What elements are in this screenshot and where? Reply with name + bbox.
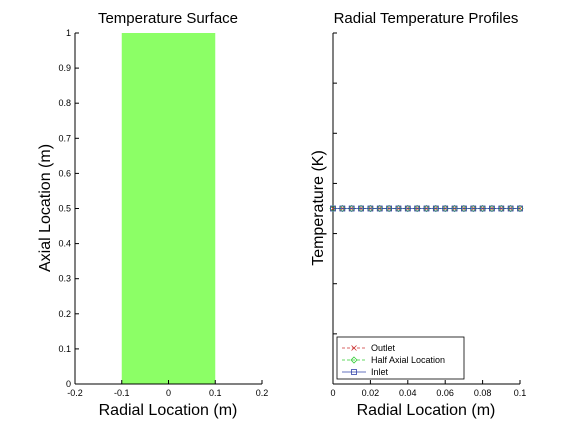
left-y-tick-label: 0.8 <box>58 98 71 108</box>
right-series-group <box>329 204 524 213</box>
data-point <box>366 204 374 213</box>
data-point <box>414 205 421 212</box>
right-x-axis-label: Radial Location (m) <box>357 402 496 419</box>
left-chart-title: Temperature Surface <box>98 10 238 27</box>
data-point <box>460 205 467 212</box>
data-point <box>507 204 515 213</box>
data-point <box>404 204 412 213</box>
temperature-surface-fill <box>121 33 216 384</box>
left-y-tick-label: 1 <box>66 28 71 38</box>
right-x-tick-label: 0.06 <box>436 388 454 398</box>
left-y-axis-label: Axial Location (m) <box>37 144 54 272</box>
legend-label: Inlet <box>371 367 389 377</box>
left-x-tick-label: -0.1 <box>114 388 130 398</box>
data-point <box>450 204 459 213</box>
data-point <box>358 205 364 212</box>
data-point <box>489 205 495 212</box>
left-x-tick-label: -0.2 <box>67 388 83 398</box>
data-point <box>516 204 524 213</box>
data-point <box>395 205 402 212</box>
data-point <box>348 204 356 213</box>
legend-label: Half Axial Location <box>371 355 445 365</box>
data-point <box>479 205 486 212</box>
left-y-tick-label: 0.4 <box>58 239 71 249</box>
data-point <box>376 204 384 213</box>
right-x-ticks: 0 0.02 0.04 0.06 0.08 0.1 <box>330 380 526 398</box>
right-x-tick-label: 0.02 <box>362 388 380 398</box>
left-x-tick-label: 0.2 <box>256 388 269 398</box>
temperature-surface-panel: Temperature Surface -0.2 -0.1 0 0.1 0.2 0 0.1… <box>37 10 268 419</box>
data-point <box>442 205 449 212</box>
left-x-tick-label: 0.1 <box>209 388 222 398</box>
data-point <box>498 205 505 212</box>
data-point <box>451 205 458 212</box>
data-point <box>460 204 468 213</box>
legend: Outlet Half Axial Location Inlet <box>336 336 465 380</box>
data-point <box>367 205 374 212</box>
data-point <box>497 204 505 213</box>
data-point <box>338 204 346 213</box>
left-y-ticks: 0 0.1 0.2 0.3 0.4 0.5 0.6 0.7 0.8 0.9 1 <box>58 28 79 389</box>
data-point <box>479 204 487 213</box>
legend-marker-b <box>351 345 357 351</box>
data-point <box>329 204 337 213</box>
legend-label: Outlet <box>371 343 396 353</box>
data-point <box>330 205 336 212</box>
data-point <box>432 204 440 213</box>
left-y-tick-label: 0.7 <box>58 133 71 143</box>
data-point <box>488 204 496 213</box>
radial-profiles-panel: Radial Temperature Profiles 0 0.02 0.04 0.0… <box>310 10 526 419</box>
left-y-tick-label: 0.1 <box>58 344 71 354</box>
right-chart-title: Radial Temperature Profiles <box>334 10 519 27</box>
legend-marker <box>350 356 358 364</box>
right-x-tick-label: 0 <box>330 388 335 398</box>
left-y-tick-label: 0.9 <box>58 63 71 73</box>
left-y-tick-label: 0 <box>66 379 71 389</box>
right-x-tick-label: 0.08 <box>474 388 492 398</box>
right-x-tick-label: 0.04 <box>399 388 417 398</box>
right-x-tick-label: 0.1 <box>514 388 527 398</box>
left-y-tick-label: 0.5 <box>58 204 71 214</box>
data-point <box>470 205 477 212</box>
data-point <box>339 205 346 212</box>
left-y-tick-label: 0.6 <box>58 168 71 178</box>
data-point <box>413 204 421 213</box>
data-point <box>404 205 411 212</box>
data-point <box>441 204 449 213</box>
data-point <box>386 205 393 212</box>
left-x-axis-label: Radial Location (m) <box>99 402 238 419</box>
data-point <box>348 205 355 212</box>
left-y-tick-label: 0.2 <box>58 309 71 319</box>
right-y-ticks <box>333 32 337 385</box>
data-point <box>469 204 477 213</box>
data-point <box>423 205 430 212</box>
left-y-tick-label: 0.3 <box>58 274 71 284</box>
legend-items: Outlet Half Axial Location Inlet <box>342 343 445 377</box>
data-point <box>422 204 431 213</box>
data-point <box>517 205 523 212</box>
data-point <box>357 204 365 213</box>
data-point <box>376 205 383 212</box>
data-point <box>385 204 393 213</box>
series-inlet <box>330 205 523 212</box>
left-x-ticks: -0.2 -0.1 0 0.1 0.2 <box>67 380 268 398</box>
data-point <box>507 205 514 212</box>
left-x-tick-label: 0 <box>166 388 171 398</box>
data-point <box>432 205 439 212</box>
right-y-axis-label: Temperature (K) <box>310 150 327 266</box>
legend-marker <box>351 345 357 351</box>
data-point <box>394 204 403 213</box>
legend-marker <box>351 369 357 375</box>
